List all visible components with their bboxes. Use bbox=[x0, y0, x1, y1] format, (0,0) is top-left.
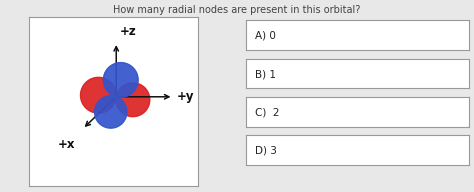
Text: A) 0: A) 0 bbox=[255, 31, 276, 41]
Text: D) 3: D) 3 bbox=[255, 146, 277, 156]
Polygon shape bbox=[81, 77, 116, 113]
Text: +x: +x bbox=[58, 137, 75, 151]
Polygon shape bbox=[95, 96, 127, 128]
Text: B) 1: B) 1 bbox=[255, 69, 276, 79]
Text: How many radial nodes are present in this orbital?: How many radial nodes are present in thi… bbox=[113, 5, 361, 15]
Polygon shape bbox=[103, 63, 138, 97]
Text: +y: +y bbox=[177, 90, 194, 103]
Text: +z: +z bbox=[120, 25, 137, 38]
Text: C)  2: C) 2 bbox=[255, 108, 280, 118]
Polygon shape bbox=[116, 83, 150, 117]
